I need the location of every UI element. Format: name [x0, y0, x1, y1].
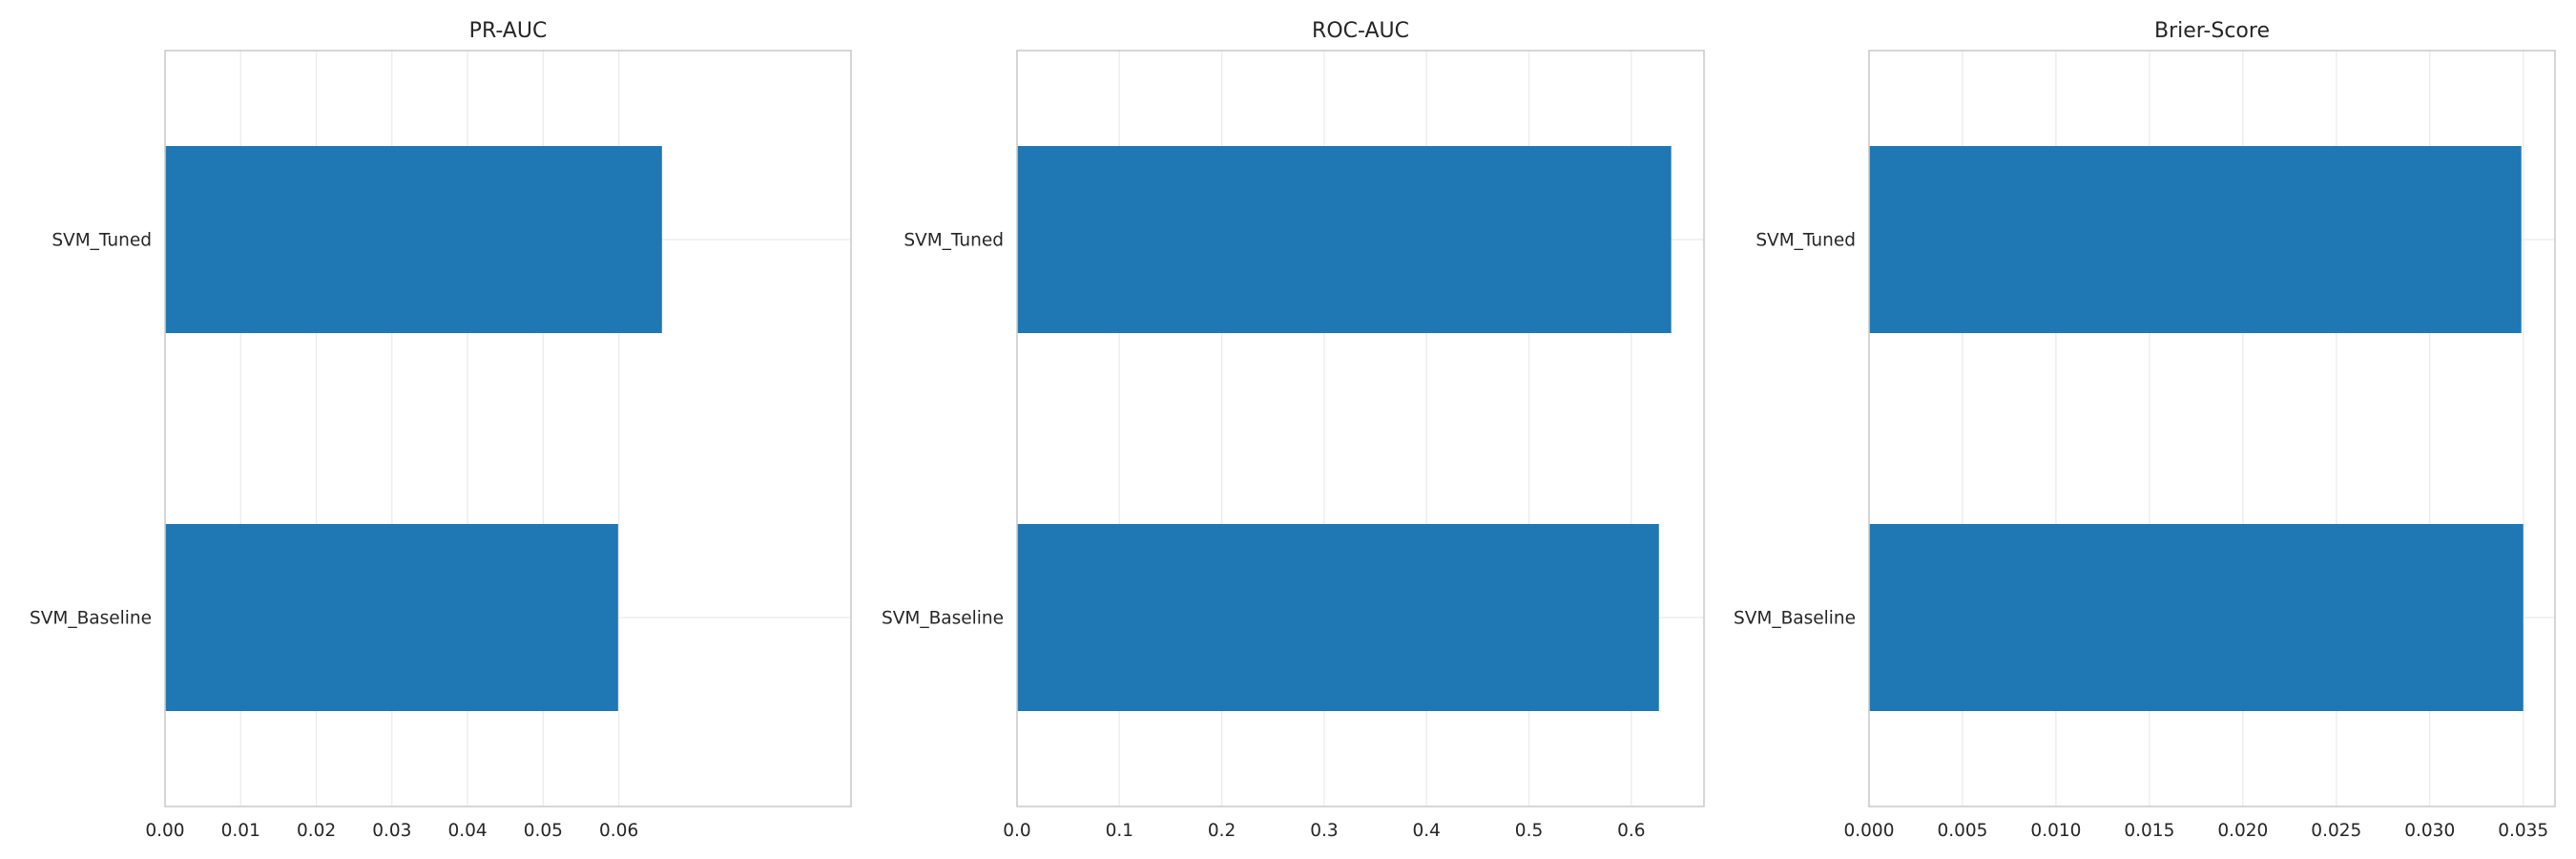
x-tick-label: 0.005: [1937, 821, 1987, 841]
bar-svm-tuned: [165, 146, 662, 333]
x-tick-label: 0.6: [1617, 821, 1645, 841]
x-tick-label: 0.035: [2498, 821, 2548, 841]
brier-score-title: Brier-Score: [2154, 19, 2270, 43]
x-tick-label: 0.06: [599, 821, 638, 841]
roc-auc-axes-frame: [1016, 50, 1705, 807]
x-tick-label: 0.000: [1844, 821, 1895, 841]
y-tick-label: SVM_Baseline: [30, 609, 152, 629]
x-tick-label: 0.030: [2404, 821, 2455, 841]
y-tick-label: SVM_Tuned: [904, 231, 1004, 251]
panel-roc-auc: ROC-AUC SVM_Tuned SVM_Baseline 0.0 0.1 0.2 0.3…: [882, 19, 1705, 841]
bar-svm-baseline: [1869, 524, 2524, 711]
x-tick-label: 0.4: [1412, 821, 1440, 841]
x-tick-label: 0.2: [1208, 821, 1236, 841]
x-tick-label: 0.04: [447, 821, 487, 841]
y-tick-label: SVM_Baseline: [1734, 609, 1856, 629]
bar-svm-tuned: [1017, 146, 1672, 333]
brier-score-axes-frame: [1868, 50, 2556, 807]
x-tick-label: 0.1: [1106, 821, 1133, 841]
x-tick-label: 0.00: [145, 821, 184, 841]
x-tick-label: 0.5: [1515, 821, 1543, 841]
x-tick-label: 0.015: [2124, 821, 2174, 841]
panel-pr-auc: PR-AUC SVM_Tuned SVM_Baseline 0.00 0.01 0.02 0…: [30, 19, 852, 841]
x-tick-label: 0.03: [372, 821, 411, 841]
x-tick-label: 0.02: [297, 821, 336, 841]
x-tick-label: 0.3: [1310, 821, 1338, 841]
bar-svm-baseline: [1017, 524, 1659, 711]
x-tick-label: 0.0: [1003, 821, 1030, 841]
bar-svm-baseline: [165, 524, 618, 711]
x-tick-label: 0.010: [2030, 821, 2081, 841]
pr-auc-title: PR-AUC: [469, 19, 548, 43]
roc-auc-title: ROC-AUC: [1312, 19, 1409, 43]
y-tick-label: SVM_Tuned: [1755, 231, 1856, 251]
x-tick-label: 0.025: [2311, 821, 2361, 841]
panel-brier-score: Brier-Score SVM_Tuned SVM_Baseline 0.000 0.0…: [1734, 19, 2556, 841]
y-tick-label: SVM_Tuned: [52, 231, 152, 251]
bar-svm-tuned: [1869, 146, 2522, 333]
pr-auc-axes-frame: [164, 50, 852, 807]
y-tick-label: SVM_Baseline: [882, 609, 1004, 629]
x-tick-label: 0.05: [524, 821, 563, 841]
x-tick-label: 0.01: [221, 821, 260, 841]
x-tick-label: 0.020: [2217, 821, 2268, 841]
